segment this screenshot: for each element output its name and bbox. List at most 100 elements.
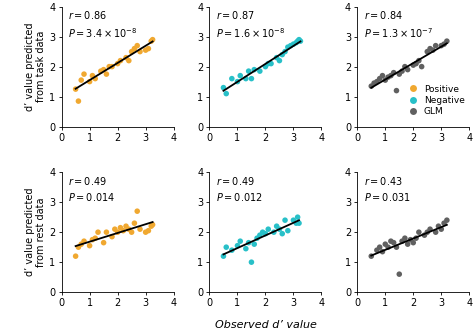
Point: [89, 237, 96, 242]
Point: [435, 223, 442, 229]
Point: [74, 99, 82, 104]
Point: [295, 37, 303, 42]
Point: [259, 229, 266, 235]
Point: [256, 68, 264, 74]
Point: [147, 39, 155, 44]
Point: [273, 55, 281, 60]
Point: [395, 71, 403, 77]
Point: [410, 240, 417, 245]
Point: [276, 58, 283, 63]
Point: [432, 229, 439, 235]
Point: [94, 229, 102, 235]
Point: [297, 39, 304, 44]
Point: [404, 67, 411, 72]
Text: $P = 1.6 \times 10^{-8}$: $P = 1.6 \times 10^{-8}$: [216, 26, 286, 40]
Point: [412, 235, 420, 241]
Point: [89, 73, 96, 78]
Point: [133, 208, 141, 214]
Point: [382, 241, 389, 247]
Point: [390, 240, 398, 245]
Point: [281, 217, 289, 223]
Point: [373, 79, 381, 84]
Point: [264, 61, 272, 66]
Point: [278, 52, 286, 57]
Point: [114, 61, 121, 66]
Text: $P = 3.4 \times 10^{-8}$: $P = 3.4 \times 10^{-8}$: [68, 26, 138, 40]
Text: $r = 0.49$: $r = 0.49$: [216, 175, 255, 187]
Point: [219, 254, 227, 259]
Point: [256, 232, 264, 238]
Point: [382, 77, 389, 83]
Point: [242, 246, 250, 251]
Point: [247, 260, 255, 265]
Point: [253, 235, 261, 241]
Point: [131, 220, 138, 226]
Point: [250, 241, 258, 247]
Point: [237, 73, 244, 78]
Point: [262, 64, 269, 69]
Point: [270, 229, 278, 235]
Point: [379, 73, 386, 78]
Point: [379, 249, 386, 254]
Point: [122, 223, 130, 229]
Point: [228, 76, 236, 81]
Point: [219, 85, 227, 90]
Point: [273, 223, 281, 229]
Point: [80, 238, 88, 244]
Y-axis label: d’ value predicted
from rest data: d’ value predicted from rest data: [25, 188, 46, 277]
Legend: Positive, Negative, GLM: Positive, Negative, GLM: [404, 85, 465, 116]
Point: [114, 229, 121, 235]
Point: [292, 220, 300, 226]
Point: [111, 226, 118, 232]
Point: [281, 49, 289, 54]
Point: [287, 43, 294, 48]
Point: [423, 49, 431, 54]
Point: [108, 64, 116, 69]
Point: [122, 55, 130, 60]
Text: $P = 1.3 \times 10^{-7}$: $P = 1.3 \times 10^{-7}$: [364, 26, 433, 40]
Text: $P = 0.014$: $P = 0.014$: [68, 191, 116, 204]
Point: [80, 71, 88, 77]
Point: [142, 229, 149, 235]
Point: [440, 42, 448, 47]
Point: [108, 234, 116, 239]
Point: [395, 272, 403, 277]
Point: [367, 83, 375, 89]
Point: [398, 68, 406, 74]
Text: $P = 0.012$: $P = 0.012$: [216, 191, 263, 204]
Point: [290, 42, 297, 47]
Point: [86, 79, 93, 84]
Point: [250, 67, 258, 72]
Point: [443, 39, 451, 44]
Point: [387, 73, 395, 78]
Point: [264, 226, 272, 232]
Text: $r = 0.84$: $r = 0.84$: [364, 9, 403, 21]
Y-axis label: d’ value predicted
from task data: d’ value predicted from task data: [25, 22, 46, 111]
Point: [262, 231, 269, 236]
Point: [145, 228, 152, 233]
Point: [142, 47, 149, 53]
Point: [136, 226, 144, 232]
Text: $r = 0.43$: $r = 0.43$: [364, 175, 403, 187]
Point: [133, 43, 141, 48]
Point: [423, 229, 431, 235]
Point: [438, 226, 445, 232]
Text: $P = 0.031$: $P = 0.031$: [364, 191, 411, 204]
Point: [420, 232, 428, 238]
Point: [415, 229, 423, 235]
Point: [97, 68, 105, 74]
Point: [443, 217, 451, 223]
Point: [290, 217, 297, 223]
Point: [234, 79, 241, 84]
Point: [294, 214, 301, 220]
Point: [100, 67, 108, 72]
Point: [72, 86, 80, 92]
Point: [125, 58, 133, 63]
Point: [131, 46, 138, 51]
Point: [117, 58, 124, 63]
Point: [426, 226, 434, 232]
Point: [284, 228, 292, 233]
Point: [392, 244, 400, 250]
Point: [74, 244, 82, 250]
Point: [429, 47, 437, 53]
